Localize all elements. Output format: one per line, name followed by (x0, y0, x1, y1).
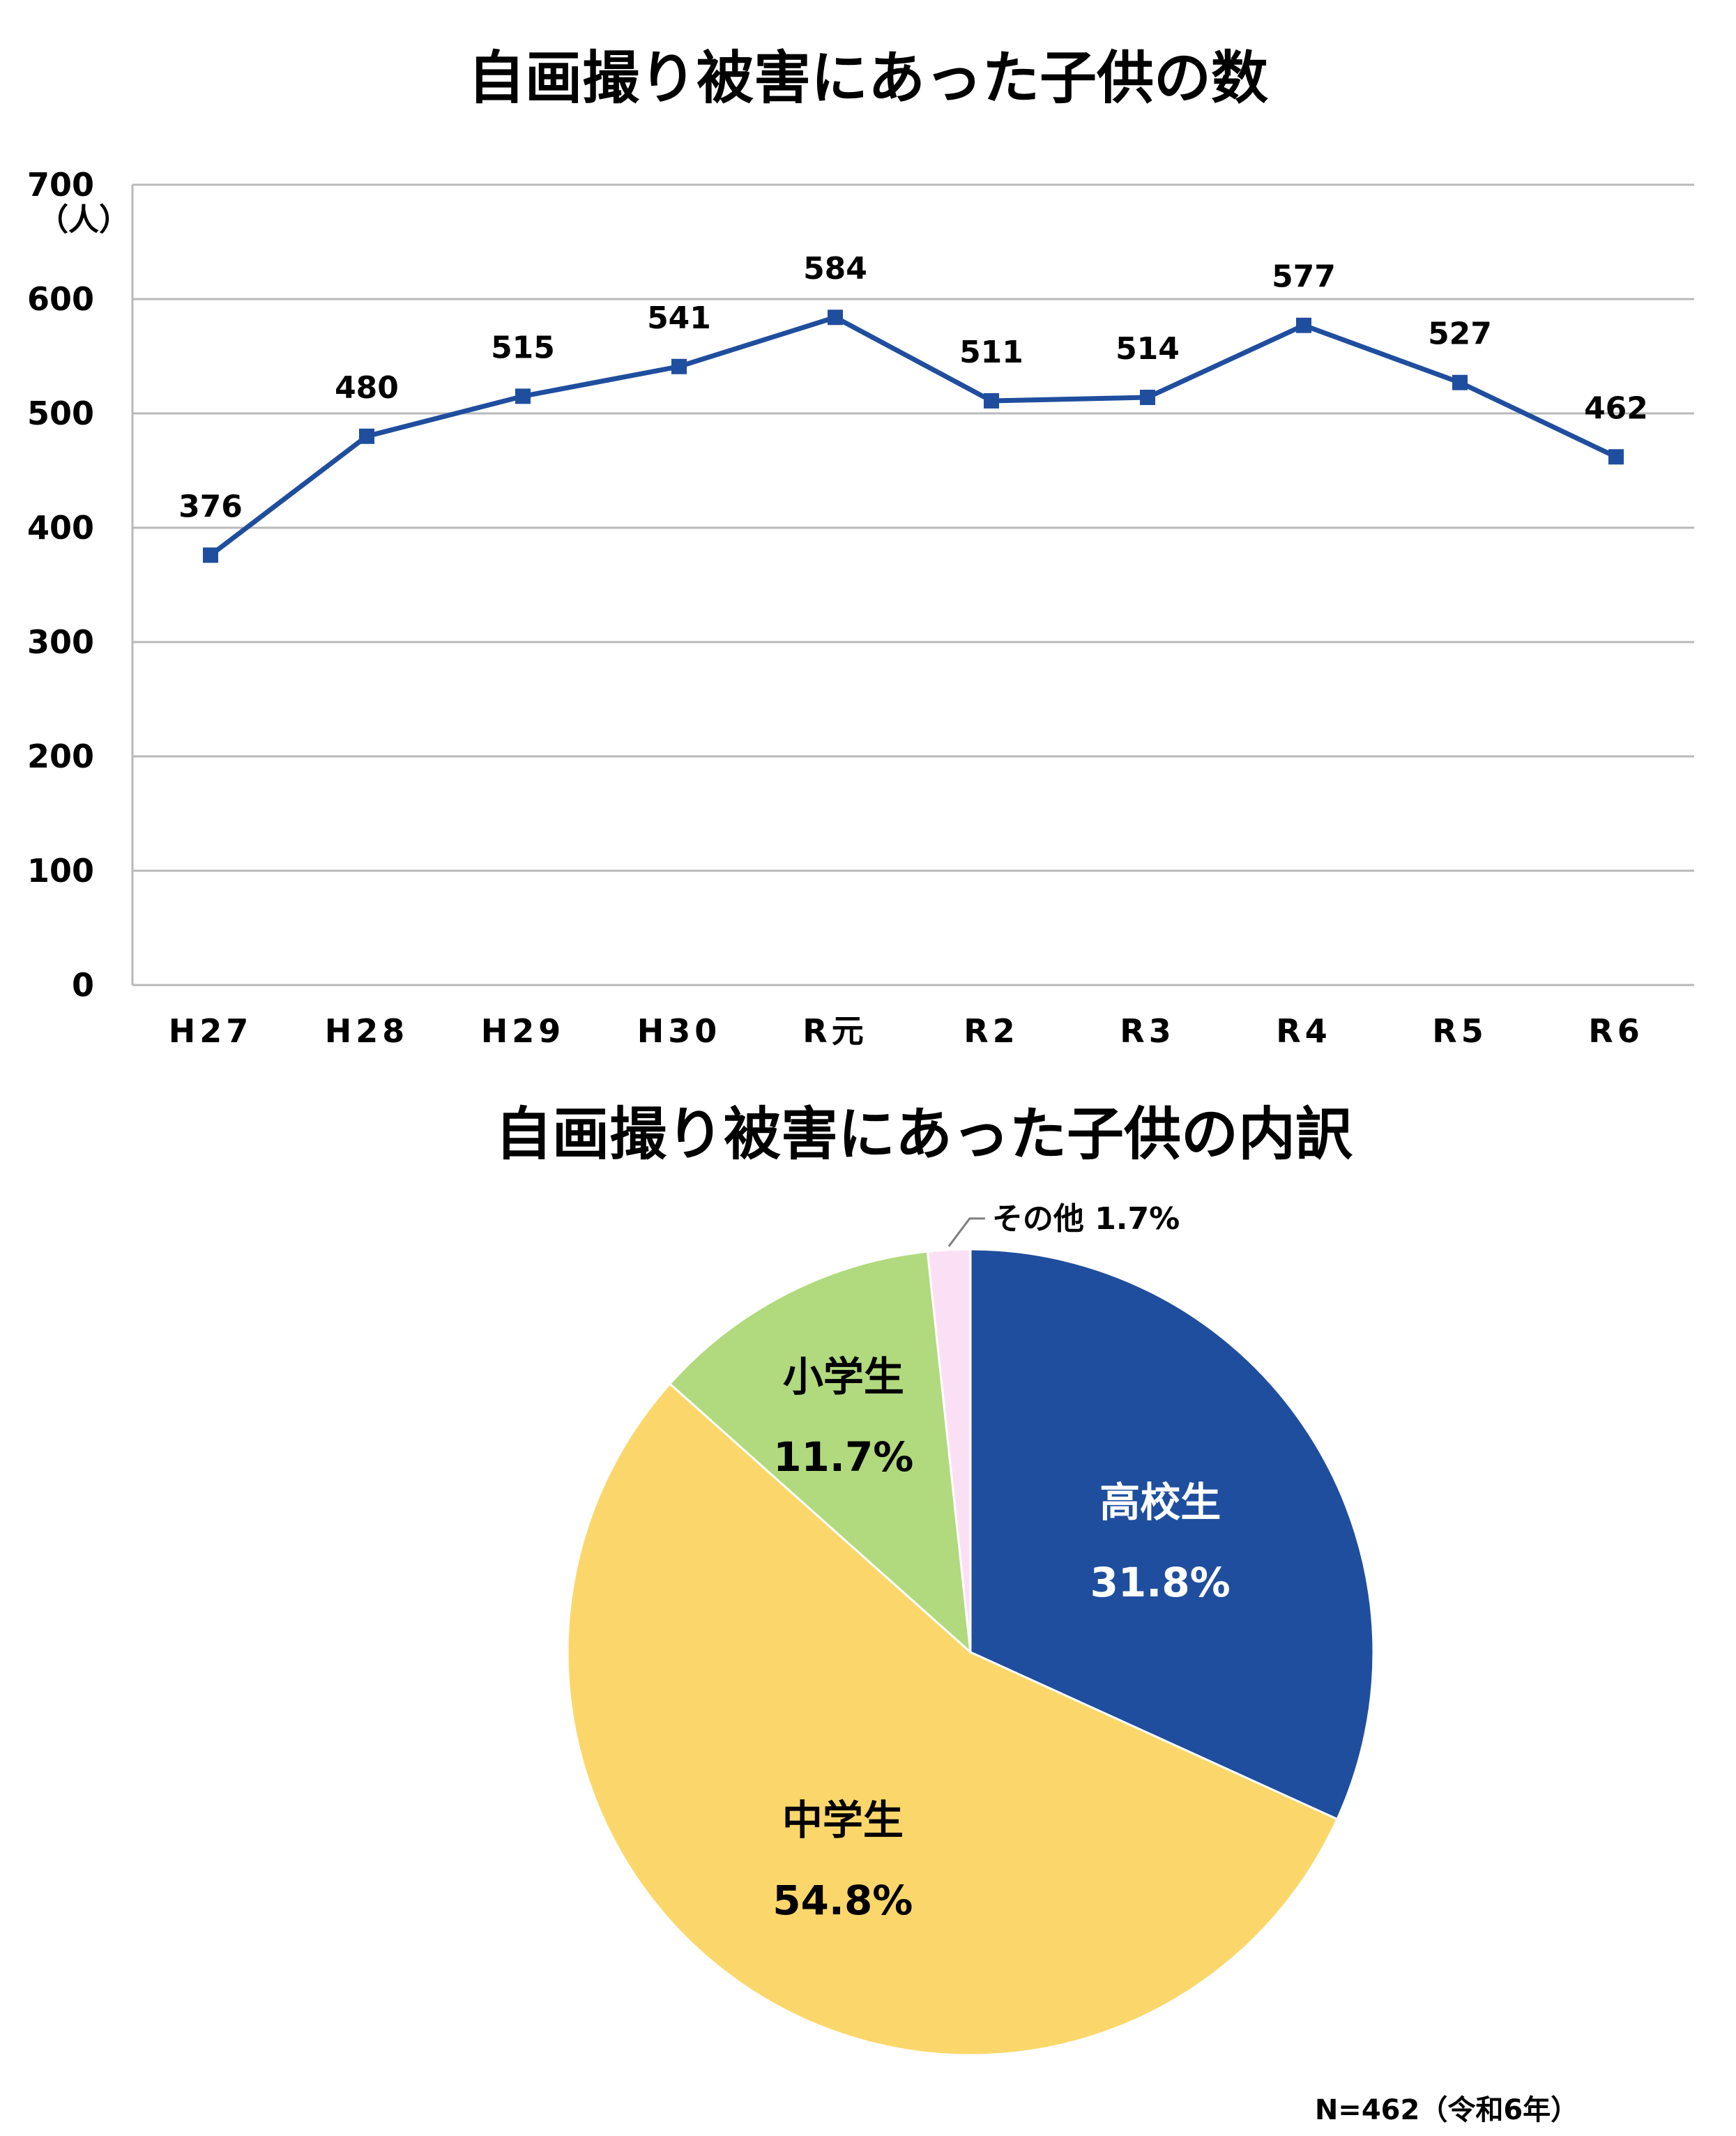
data-label: 515 (491, 330, 555, 365)
data-point-marker (1608, 449, 1624, 465)
pie-labels: 高校生 31.8% 中学生 54.8% 小学生 11.7% その他 1.7% (772, 1201, 1231, 1924)
x-tick-label: H30 (637, 1012, 722, 1050)
data-label: 577 (1272, 259, 1336, 295)
line-series: 376 480 515 541 584 511 514 577 527 462 (178, 251, 1648, 563)
slice-value-label: 11.7% (773, 1433, 913, 1481)
data-point-marker (671, 358, 687, 374)
x-tick-label: R2 (964, 1012, 1019, 1050)
pie-slice (668, 1250, 972, 1655)
slice-outside-label: その他 1.7% (992, 1201, 1180, 1237)
data-label: 541 (647, 300, 711, 336)
data-point-marker (1296, 317, 1311, 333)
pie-slice (926, 1248, 972, 1653)
x-tick-label: R4 (1276, 1012, 1331, 1050)
data-point-marker (515, 388, 531, 404)
data-label: 376 (178, 489, 243, 524)
slice-value-label: 54.8% (772, 1877, 913, 1924)
x-tick-label: H27 (169, 1012, 253, 1050)
x-tick-label: H29 (481, 1012, 565, 1050)
data-label: 584 (803, 251, 867, 287)
data-point-marker (828, 310, 843, 326)
slice-name-label: 高校生 (1099, 1479, 1221, 1526)
series-line (208, 314, 1617, 558)
line-chart-grid (131, 183, 1694, 986)
y-tick-label: 600 (27, 280, 94, 318)
y-axis-ticks: 0 100 200 300 400 500 600 700 (27, 166, 94, 1004)
pie-slice (566, 1382, 1339, 2057)
leader-line (947, 1217, 985, 1247)
pie-slices (566, 1248, 1375, 2057)
x-tick-label: R3 (1120, 1012, 1175, 1050)
sample-size-note: N=462（令和6年） (1315, 2094, 1578, 2126)
data-label: 527 (1428, 316, 1492, 352)
data-label: 480 (335, 370, 399, 406)
x-tick-label: R元 (802, 1012, 867, 1050)
x-tick-label: R5 (1432, 1012, 1487, 1050)
line-chart-title: 自画撮り被害にあった子供の数 (468, 45, 1268, 112)
data-label: 511 (959, 335, 1023, 370)
slice-name-label: 中学生 (782, 1796, 904, 1844)
pie-slice (969, 1248, 1375, 1821)
y-tick-label: 0 (72, 966, 94, 1004)
data-point-marker (1452, 374, 1468, 390)
slice-name-label: 小学生 (783, 1353, 904, 1401)
y-tick-label: 200 (27, 738, 94, 775)
x-axis-ticks: H27 H28 H29 H30 R元 R2 R3 R4 R5 R6 (169, 1012, 1643, 1050)
data-point-marker (984, 392, 999, 409)
y-tick-label: 500 (27, 395, 94, 432)
data-label: 514 (1116, 331, 1180, 367)
y-tick-label: 700 (27, 166, 94, 204)
y-tick-label: 400 (27, 509, 94, 547)
x-tick-label: R6 (1588, 1012, 1643, 1050)
x-tick-label: H28 (325, 1012, 409, 1050)
y-tick-label: 300 (27, 623, 94, 661)
slice-value-label: 31.8% (1090, 1559, 1231, 1606)
pie-chart-title: 自画撮り被害にあった子供の内訳 (495, 1101, 1353, 1168)
data-point-marker (203, 547, 218, 563)
y-axis-unit: （人） (38, 202, 130, 238)
data-point-marker (359, 428, 374, 444)
data-point-marker (1140, 390, 1155, 406)
y-tick-label: 100 (27, 852, 94, 890)
data-label: 462 (1584, 390, 1648, 426)
